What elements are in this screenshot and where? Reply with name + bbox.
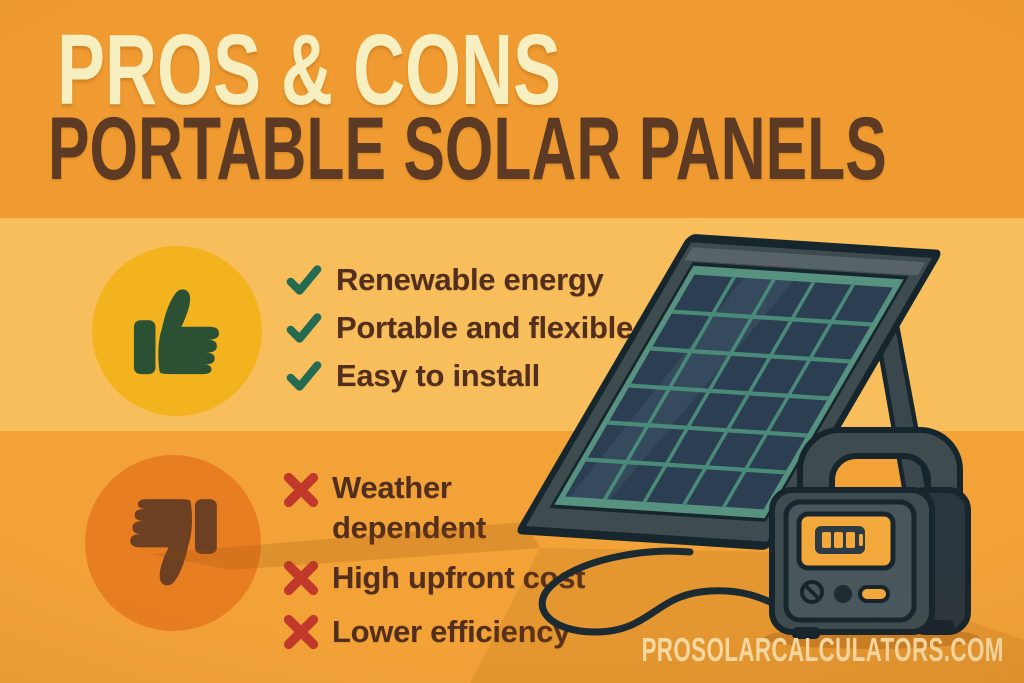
pros-item-label: Portable and flexible [336,310,633,345]
thumbs-up-icon [133,289,219,375]
check-icon [286,313,322,343]
check-icon [286,361,322,391]
pros-item: Easy to install [286,352,633,400]
cons-item: Lower efficiency [282,608,585,656]
pros-item: Renewable energy [286,256,633,304]
cons-item-label: High upfront cost [332,560,586,595]
pros-item: Portable and flexible [286,304,633,352]
cons-item: Weather dependent [282,468,585,548]
cons-item: High upfront cost [282,554,586,602]
page-subtitle: PORTABLE SOLAR PANELS [48,98,887,198]
website-watermark: PROSOLARCALCULATORS.COM [641,631,1004,668]
pros-item-label: Easy to install [336,358,540,393]
check-icon [286,265,322,295]
cons-item-label: Weather dependent [332,470,487,545]
x-icon [283,614,319,650]
cons-list: Weather dependent High upfront cost Lowe… [282,468,586,656]
x-icon [283,472,319,508]
pros-badge [92,246,262,416]
page-title: PROS & CONS [57,14,562,126]
cons-badge [85,455,261,631]
cons-item-label: Lower efficiency [332,614,571,649]
thumbs-down-icon [130,499,217,586]
pros-list: Renewable energy Portable and flexible E… [286,256,633,400]
x-icon [283,560,319,596]
pros-item-label: Renewable energy [336,262,604,297]
